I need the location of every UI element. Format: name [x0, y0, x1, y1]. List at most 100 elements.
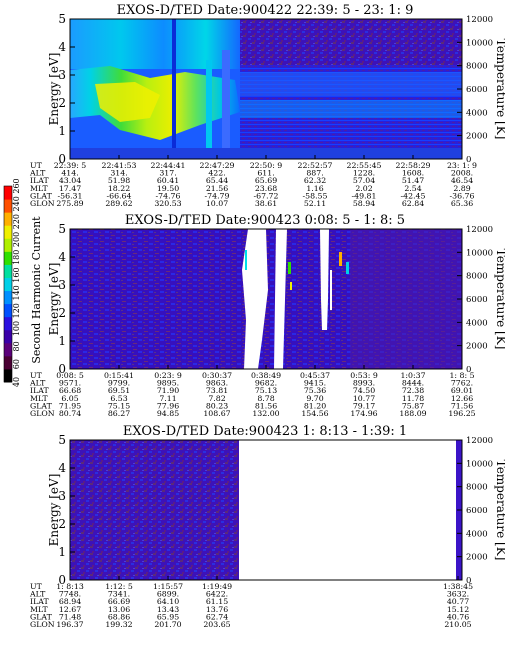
panel3-orbit-value: 196.37 — [56, 620, 83, 629]
panel2-heatmap-gap-a — [242, 229, 268, 369]
panel1-y2tick-label: 4000 — [466, 108, 488, 118]
panel1-y2tick-label: 8000 — [466, 62, 488, 72]
colorbar-segment — [4, 277, 12, 292]
panel2-orbit-row-label: ILAT — [30, 386, 49, 395]
panel3-orbit-value: 210.05 — [444, 620, 471, 629]
panel2-orbit-value: 9682. — [255, 379, 277, 388]
panel1-orbit-value: 65.44 — [206, 176, 228, 185]
colorbar-tick-label: 100 — [12, 321, 21, 336]
panel1-orbit-value: 18.22 — [108, 184, 130, 193]
panel1-orbit-value: -56.31 — [58, 191, 83, 200]
panel2-orbit-value: 79.17 — [353, 401, 375, 410]
panel1-orbit-value: 17.47 — [59, 184, 81, 193]
panel2-orbit-value: 6.53 — [110, 394, 127, 403]
panel2-orbit-value: 8.78 — [257, 394, 274, 403]
panel1-orbit-value: 65.69 — [255, 176, 277, 185]
panel2-heatmap-edge-green — [288, 262, 291, 274]
panel1-orbit-row-label: GLON — [30, 199, 55, 208]
panel3-orbit-row-label: GLAT — [30, 612, 53, 621]
panel2-orbit-value: 9895. — [157, 379, 179, 388]
panel3-heatmap — [70, 440, 462, 580]
panel1-orbit-row-label: ILAT — [30, 176, 49, 185]
panel1-orbit-value: 22:41:53 — [101, 161, 136, 170]
colorbar-segment — [4, 316, 12, 331]
panel1-orbit-value: -74.79 — [205, 191, 230, 200]
panel1-y2label: Temperature [K] — [494, 39, 505, 140]
panel3-orbit-value: 64.10 — [157, 597, 179, 606]
panel1-orbit-value: 22:39: 5 — [54, 161, 87, 170]
panel1-orbit-value: 43.04 — [59, 176, 81, 185]
panel2-orbit-value: 1:0:37 — [400, 371, 425, 380]
panel3-orbit-value: 1:19:49 — [202, 582, 232, 591]
panel1-orbit-value: 22:50: 9 — [250, 161, 283, 170]
panel1-orbit-value: 22:44:41 — [150, 161, 185, 170]
colorbar-tick-label: 220 — [12, 214, 21, 229]
panel2-orbit-value: 10.77 — [353, 394, 375, 403]
panel1-heatmap-stripe-b — [206, 60, 212, 159]
colorbar-segment — [4, 368, 12, 383]
panel2-orbit-value: 9.70 — [306, 394, 323, 403]
panel3-heatmap-data-region — [70, 440, 239, 580]
panel1-orbit-value: -66.64 — [107, 191, 132, 200]
panel2-orbit-value: 154.56 — [301, 409, 328, 418]
panel1-orbit-value: 275.89 — [56, 199, 83, 208]
panel2-orbit-row-label: GLAT — [30, 401, 53, 410]
colorbar-segment — [4, 355, 12, 370]
colorbar-segment — [4, 329, 12, 344]
panel3-orbit-value: 7748. — [59, 590, 81, 599]
panel2-orbit-value: 196.25 — [448, 409, 475, 418]
panel3-orbit-value: 71.48 — [59, 612, 81, 621]
panel2-heatmap-edge-white — [330, 270, 332, 310]
panel3-y2tick-label: 4000 — [466, 529, 488, 539]
panel3-orbit-value: 68.94 — [59, 597, 81, 606]
panel2-orbit-value: 86.27 — [108, 409, 130, 418]
panel2-orbit-value: 9415. — [304, 379, 326, 388]
panel3-orbit-value: 3632. — [447, 590, 469, 599]
panel1-orbit-value: -36.76 — [450, 191, 475, 200]
panel2-orbit-value: 75.15 — [108, 401, 130, 410]
panel2-orbit-value: 7762. — [451, 379, 473, 388]
panel3-ytick-label: 2 — [58, 517, 66, 531]
panel2-orbit-value: 77.96 — [157, 401, 179, 410]
panel1-orbit-value: 1228. — [353, 169, 375, 178]
panel1-orbit-value: 1.16 — [306, 184, 323, 193]
panel3-ytick-label: 3 — [58, 489, 66, 503]
panel3-y2tick-label: 2000 — [466, 553, 488, 563]
panel3-ylabel: Energy [eV] — [47, 474, 61, 547]
panel2-y2tick-label: 10000 — [466, 248, 493, 258]
panel1-orbit-value: 22:58:29 — [395, 161, 430, 170]
panel1-ytick-label: 2 — [58, 96, 66, 110]
panel1-orbit-value: 21.56 — [206, 184, 228, 193]
panel1-orbit-value: 22:47:29 — [199, 161, 234, 170]
colorbar-frame — [3, 185, 13, 383]
colorbar-tick-label: 120 — [12, 303, 21, 318]
panel1-orbit-value: -49.81 — [352, 191, 377, 200]
panel2-orbit-value: 80.74 — [59, 409, 81, 418]
panel3-title: EXOS-D/TED Date:900423 1: 8:13 - 1:39: 1 — [123, 424, 407, 439]
panel1-heatmap — [70, 19, 462, 159]
panel1-orbit-value: 46.54 — [451, 176, 473, 185]
panel3-orbit-value: 13.06 — [108, 605, 130, 614]
panel2-orbit-value: 9571. — [59, 379, 81, 388]
panel2-orbit-value: 0:15:41 — [104, 371, 134, 380]
panel1-orbit-value: 2008. — [451, 169, 473, 178]
panel2-orbit-row-label: UT — [30, 371, 43, 380]
panel1-heatmap-mid-band — [240, 72, 462, 96]
panel1-orbit-value: 2.54 — [404, 184, 421, 193]
panel2-orbit-value: 8993. — [353, 379, 375, 388]
panel3-orbit-value: 66.69 — [108, 597, 130, 606]
colorbar-ticks: 40 60 80 100 120 140 160 180 200 220 240 260 — [12, 178, 21, 387]
panel3-orbit-value: 1:38:45 — [443, 582, 473, 591]
panel1-heatmap-upper-band — [70, 19, 240, 69]
panel1-y2tick-label: 0 — [466, 155, 471, 165]
panel1-orbit-value: 2.89 — [453, 184, 470, 193]
panel1-orbit-value: 38.61 — [255, 199, 277, 208]
panel1-orbit-value: 314. — [110, 169, 127, 178]
panel2-orbit-value: 66.68 — [59, 386, 81, 395]
colorbar-tick-label: 140 — [12, 285, 21, 300]
panel3-yticks: 0 1 2 3 4 5 — [58, 433, 75, 587]
panel2-title: EXOS-D/TED Date:900423 0:08: 5 - 1: 8: 5 — [125, 213, 405, 228]
